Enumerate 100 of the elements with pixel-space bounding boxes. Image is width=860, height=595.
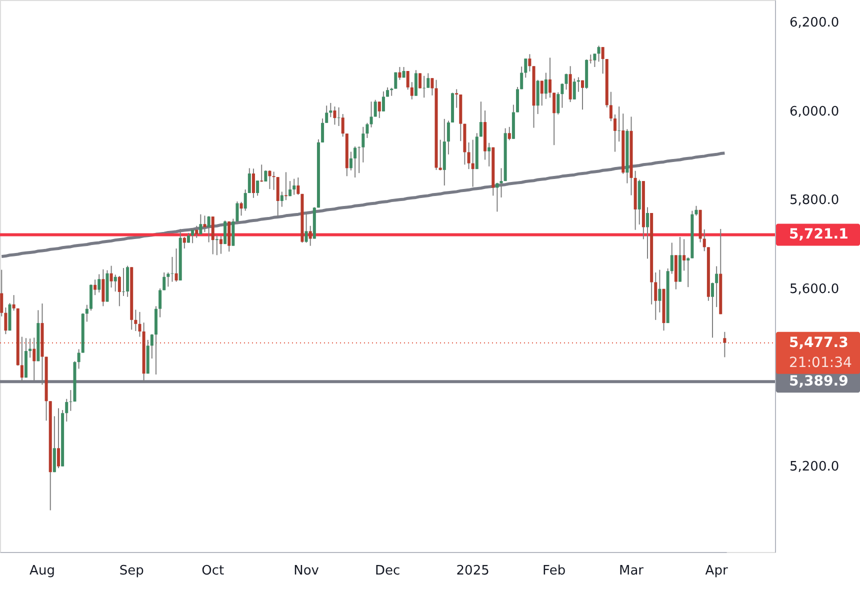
candlestick bbox=[609, 91, 612, 122]
candlestick bbox=[370, 101, 373, 128]
candlestick bbox=[110, 265, 113, 288]
candlestick bbox=[162, 272, 166, 291]
candlestick bbox=[89, 284, 92, 312]
candlestick bbox=[292, 178, 296, 196]
candlestick bbox=[219, 236, 222, 254]
candlestick bbox=[694, 205, 698, 216]
candlestick bbox=[191, 228, 194, 244]
y-tick-label: 5,800.0 bbox=[790, 193, 840, 208]
candlestick bbox=[614, 114, 617, 152]
ref-line-label: 5,477.3 bbox=[789, 334, 848, 351]
candlestick bbox=[304, 212, 308, 244]
candlestick bbox=[321, 118, 324, 143]
candlestick bbox=[203, 215, 206, 233]
candlestick bbox=[94, 279, 97, 296]
x-tick-label: Dec bbox=[374, 564, 400, 578]
candlestick bbox=[102, 268, 105, 307]
candlestick bbox=[174, 248, 178, 282]
candlestick bbox=[406, 70, 410, 90]
candlestick bbox=[333, 106, 336, 126]
candlestick bbox=[618, 106, 621, 142]
candlestick bbox=[207, 216, 210, 243]
candlestick bbox=[199, 214, 202, 235]
candlestick bbox=[362, 126, 365, 163]
candlestick bbox=[358, 146, 361, 174]
candlestick bbox=[723, 331, 726, 358]
candlestick bbox=[715, 266, 718, 308]
candlestick bbox=[195, 225, 198, 238]
candlestick bbox=[597, 45, 600, 62]
candlestick bbox=[540, 80, 544, 106]
x-tick-label: Apr bbox=[705, 564, 728, 578]
candlestick bbox=[170, 256, 174, 282]
candlestick bbox=[398, 66, 402, 80]
candlestick bbox=[556, 92, 560, 115]
candlestick bbox=[479, 101, 482, 138]
candlestick bbox=[544, 72, 548, 100]
candlestick bbox=[341, 114, 344, 138]
candlestick bbox=[272, 171, 276, 190]
y-tick-label: 6,200.0 bbox=[790, 16, 840, 31]
candlestick bbox=[158, 288, 162, 318]
candlestick bbox=[430, 78, 434, 96]
candlestick bbox=[252, 168, 255, 198]
y-tick-label: 5,200.0 bbox=[790, 459, 840, 474]
candlestick bbox=[418, 72, 422, 89]
candlestick bbox=[438, 139, 442, 171]
candlestick bbox=[244, 188, 247, 212]
candlestick bbox=[118, 276, 121, 307]
candlestick bbox=[581, 80, 584, 110]
candlestick bbox=[240, 201, 243, 216]
candlestick bbox=[528, 54, 532, 72]
candlestick bbox=[114, 274, 117, 292]
candlestick bbox=[572, 78, 576, 100]
x-tick-label: 2025 bbox=[456, 564, 490, 578]
candlestick bbox=[288, 180, 292, 197]
y-tick-label: 5,600.0 bbox=[790, 282, 840, 297]
candlestick bbox=[374, 99, 377, 118]
candlestick bbox=[134, 309, 138, 332]
candlestick bbox=[426, 72, 430, 88]
candlestick bbox=[702, 228, 706, 252]
candlestick bbox=[488, 142, 491, 167]
candlestick bbox=[382, 90, 385, 112]
candlestick bbox=[516, 86, 520, 113]
x-tick-label: Aug bbox=[30, 564, 55, 578]
candlestick bbox=[548, 57, 552, 98]
candlestick bbox=[524, 58, 528, 78]
candlestick bbox=[496, 182, 499, 212]
candlestick bbox=[52, 416, 56, 473]
candlestick bbox=[150, 334, 154, 360]
candlestick bbox=[12, 294, 16, 312]
candlestick bbox=[349, 151, 352, 171]
candlestick bbox=[138, 311, 142, 338]
candlestick bbox=[422, 75, 426, 98]
candlestick bbox=[0, 269, 4, 317]
candlestick bbox=[122, 268, 125, 296]
candlestick bbox=[378, 101, 381, 119]
candlestick bbox=[500, 168, 503, 198]
y-tick-label: 6,000.0 bbox=[790, 104, 840, 120]
candlestick bbox=[337, 106, 340, 127]
candlestick bbox=[248, 168, 251, 194]
candlestick bbox=[366, 122, 369, 138]
candlestick bbox=[69, 390, 72, 412]
ref-line-label: 5,721.1 bbox=[789, 226, 848, 243]
candlestick bbox=[264, 170, 268, 182]
x-tick-label: Oct bbox=[202, 564, 224, 578]
candlestick bbox=[224, 220, 227, 245]
candlestick bbox=[276, 176, 280, 218]
candlestick bbox=[589, 54, 592, 64]
candlestick bbox=[77, 348, 80, 370]
candlestick bbox=[601, 46, 604, 74]
candlestick bbox=[711, 282, 714, 338]
candlestick bbox=[308, 225, 312, 246]
candlestick bbox=[446, 120, 450, 155]
x-tick-label: Mar bbox=[618, 564, 644, 578]
candlestick bbox=[564, 73, 568, 90]
candlestick bbox=[236, 200, 239, 225]
candlestick bbox=[658, 269, 662, 313]
candlestick bbox=[354, 146, 357, 178]
candlestick bbox=[455, 88, 458, 108]
candlestick bbox=[654, 272, 658, 320]
